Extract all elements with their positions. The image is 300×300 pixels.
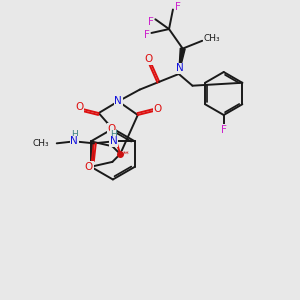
Text: F: F — [148, 17, 153, 27]
Text: N: N — [110, 136, 117, 146]
Text: F: F — [175, 2, 181, 12]
Text: H: H — [110, 130, 117, 139]
Text: O: O — [144, 54, 153, 64]
Polygon shape — [179, 48, 185, 74]
Text: **: ** — [123, 151, 129, 157]
Text: N: N — [176, 63, 184, 73]
Text: CH₃: CH₃ — [204, 34, 220, 43]
Text: N: N — [70, 136, 78, 146]
Text: O: O — [85, 162, 93, 172]
Text: F: F — [221, 125, 227, 135]
Text: O: O — [75, 102, 83, 112]
Text: F: F — [144, 30, 149, 40]
Text: CH₃: CH₃ — [32, 139, 49, 148]
Text: O: O — [107, 124, 116, 134]
Text: N: N — [114, 96, 122, 106]
Text: O: O — [153, 104, 161, 114]
Text: H: H — [71, 130, 78, 139]
